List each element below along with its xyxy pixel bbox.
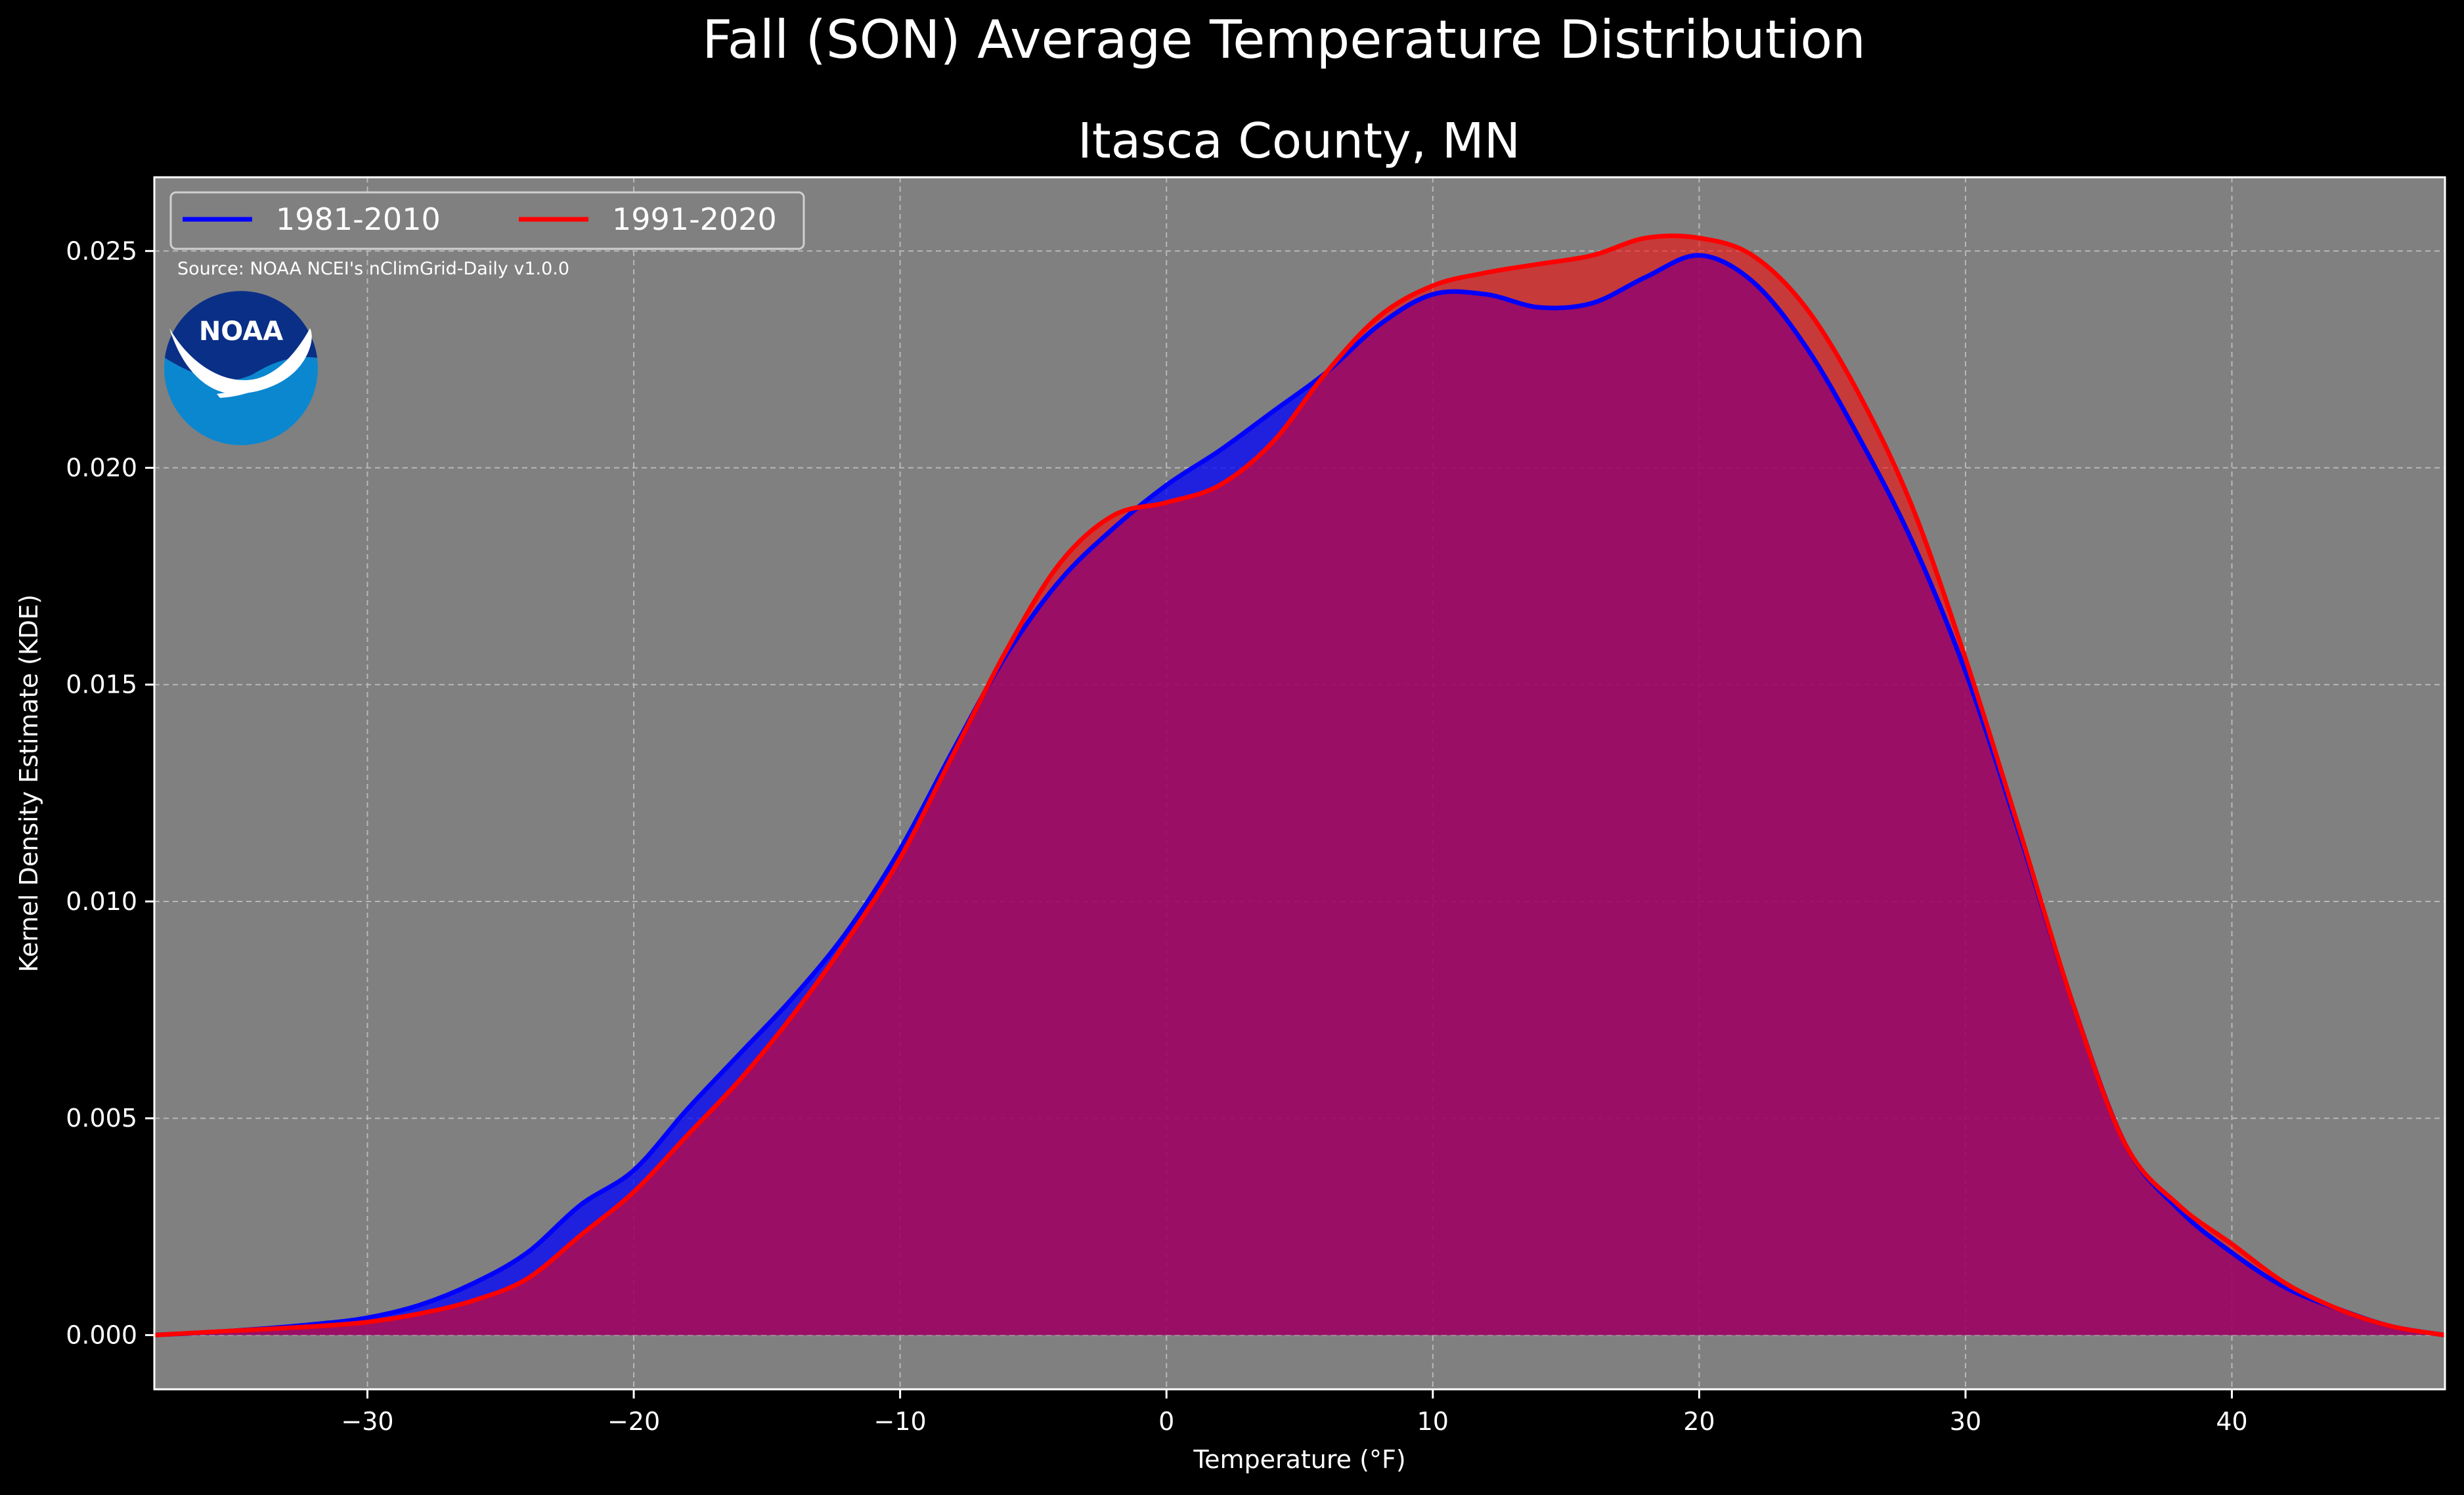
series-line-1991-2020 xyxy=(154,233,2446,1337)
y-tick-label: 0.005 xyxy=(66,1104,137,1133)
x-axis-label: Temperature (°F) xyxy=(1193,1445,1405,1474)
noaa-logo: NOAA xyxy=(164,291,318,445)
noaa-logo-text: NOAA xyxy=(199,316,283,347)
legend-box xyxy=(169,191,805,250)
y-tick-label: 0.015 xyxy=(66,670,137,699)
x-tick-label: −10 xyxy=(874,1407,927,1436)
chart-title: Fall (SON) Average Temperature Distribut… xyxy=(702,9,1866,70)
series-layer xyxy=(154,233,2446,1337)
x-tick-label: −20 xyxy=(607,1407,660,1436)
x-tick-label: 20 xyxy=(1683,1407,1715,1436)
x-tick-label: 10 xyxy=(1417,1407,1449,1436)
y-tick-label: 0.020 xyxy=(66,454,137,483)
legend: 1981-2010 1991-2020 xyxy=(169,191,805,250)
y-tick-label: 0.025 xyxy=(66,236,137,265)
x-tick-label: 0 xyxy=(1158,1407,1174,1436)
y-tick-label: 0.000 xyxy=(66,1320,137,1349)
legend-label-1981-2010: 1981-2010 xyxy=(276,202,441,237)
plot-frame xyxy=(153,176,2446,1391)
x-tick-label: 40 xyxy=(2216,1407,2247,1436)
legend-label-1991-2020: 1991-2020 xyxy=(612,202,777,237)
x-tick-label: −30 xyxy=(341,1407,393,1436)
y-axis-label: Kernel Density Estimate (KDE) xyxy=(14,594,43,972)
y-tick-label: 0.010 xyxy=(66,887,137,916)
x-axis: −30 −20 −10 0 10 20 30 40 xyxy=(341,1389,2248,1436)
x-tick-label: 30 xyxy=(1950,1407,1981,1436)
y-axis: 0.000 0.005 0.010 0.015 0.020 0.025 xyxy=(66,236,154,1349)
series-area-1991-2020 xyxy=(154,236,2445,1335)
source-note: Source: NOAA NCEI's nClimGrid-Daily v1.0… xyxy=(177,259,569,279)
chart-subtitle: Itasca County, MN xyxy=(1078,113,1520,169)
